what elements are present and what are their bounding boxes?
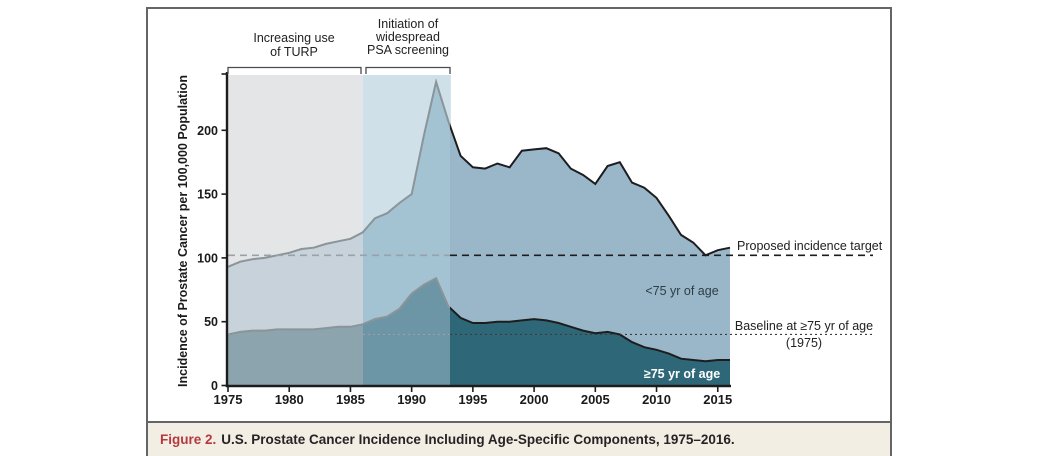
baseline-label-line2: (1975) <box>786 336 822 350</box>
area-ge75-segment <box>363 278 450 386</box>
x-tick-label: 1990 <box>397 392 426 407</box>
area-lt75-segment <box>228 232 363 335</box>
y-tick-label: 0 <box>211 379 218 393</box>
x-tick-label: 2010 <box>642 392 671 407</box>
x-tick-label: 2000 <box>520 392 549 407</box>
x-tick-label: 1975 <box>214 392 243 407</box>
turp-bracket <box>227 66 362 74</box>
x-tick-label: 1980 <box>275 392 304 407</box>
axes: 0 50 100 150 200 1975 1980 1985 1990 1995 2000 2005… <box>197 72 732 407</box>
x-tick-label: 2015 <box>703 392 732 407</box>
y-tick-label: 150 <box>197 188 218 202</box>
caption-title: U.S. Prostate Cancer Incidence Including… <box>221 432 735 447</box>
baseline-label-line1: Baseline at ≥75 yr of age <box>735 319 873 333</box>
area-lt75-segment <box>363 81 450 325</box>
area-fills <box>228 81 730 386</box>
area-lt75-segment <box>450 125 730 362</box>
ge75-incidence-curve <box>450 306 730 363</box>
y-tick-label: 200 <box>197 124 218 138</box>
psa-bracket <box>365 66 451 74</box>
total-incidence-curve <box>450 122 731 257</box>
total-incidence-curve <box>227 77 450 268</box>
ge75-incidence-curve <box>227 276 450 336</box>
x-tick-label: 2005 <box>581 392 610 407</box>
psa-annotation-line2: widespread <box>375 30 440 44</box>
y-axis-title: Incidence of Prostate Cancer per 100,000… <box>176 75 190 387</box>
figure-caption: Figure 2. U.S. Prostate Cancer Incidence… <box>148 421 890 456</box>
y-tick-label: 50 <box>204 315 218 329</box>
lt75-area-label: <75 yr of age <box>645 284 718 298</box>
ge75-area-label: ≥75 yr of age <box>644 367 720 381</box>
turp-annotation-line2: of TURP <box>270 45 318 59</box>
caption-figure-number: Figure 2. <box>160 432 217 447</box>
area-ge75-segment <box>228 324 363 386</box>
x-tick-label: 1985 <box>336 392 365 407</box>
psa-annotation-line1: Initiation of <box>378 17 439 31</box>
curves-and-reference-lines <box>227 77 873 363</box>
turp-annotation-line1: Increasing use <box>253 31 334 45</box>
area-ge75-segment <box>450 307 730 386</box>
proposed-target-label: Proposed incidence target <box>737 239 883 253</box>
psa-annotation-line3: PSA screening <box>367 43 449 57</box>
y-tick-label: 100 <box>197 251 218 265</box>
x-tick-label: 1995 <box>458 392 487 407</box>
